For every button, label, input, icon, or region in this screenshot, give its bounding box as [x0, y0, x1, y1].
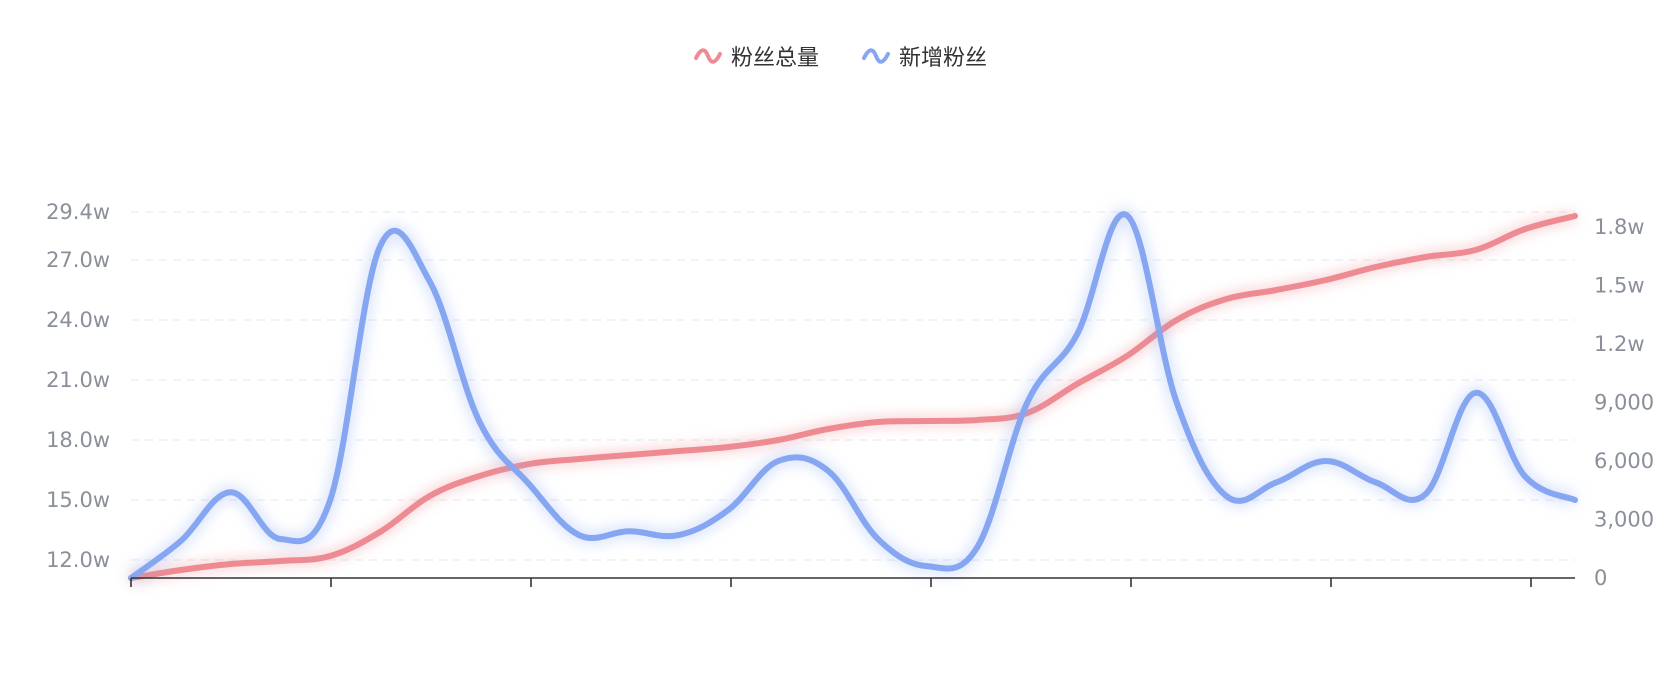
left-tick-label: 24.0w	[46, 308, 110, 332]
line-series-icon	[693, 48, 722, 64]
left-tick-label: 12.0w	[46, 548, 110, 572]
right-tick-label: 1.8w	[1594, 215, 1645, 239]
legend: 粉丝总量 新增粉丝	[0, 40, 1680, 72]
left-tick-label: 15.0w	[46, 488, 110, 512]
legend-label: 新增粉丝	[899, 46, 988, 71]
left-tick-label: 18.0w	[46, 428, 110, 452]
left-tick-label: 29.4w	[46, 200, 110, 224]
left-tick-label: 27.0w	[46, 248, 110, 272]
right-axis: 0 3,000 6,000 9,000 1.2w 1.5w 1.8w	[1594, 215, 1654, 590]
series-line-new-fans[interactable]	[128, 211, 1578, 581]
right-tick-label: 3,000	[1594, 508, 1654, 532]
right-tick-label: 6,000	[1594, 449, 1654, 473]
legend-item-total-fans[interactable]: 粉丝总量	[693, 40, 819, 72]
series-line-total-fans[interactable]	[128, 213, 1578, 581]
series-layer	[127, 208, 1578, 584]
legend-label: 粉丝总量	[730, 46, 819, 71]
right-tick-label: 1.2w	[1594, 332, 1645, 356]
left-axis: 12.0w 15.0w 18.0w 21.0w 24.0w 27.0w 29.4w	[46, 200, 110, 572]
right-tick-label: 1.5w	[1594, 274, 1645, 298]
legend-item-new-fans[interactable]: 新增粉丝	[861, 40, 987, 72]
right-tick-label: 0	[1594, 566, 1607, 590]
x-axis	[130, 577, 1575, 587]
line-series-icon	[862, 48, 890, 64]
left-tick-label: 21.0w	[46, 368, 110, 392]
right-tick-label: 9,000	[1594, 391, 1654, 415]
